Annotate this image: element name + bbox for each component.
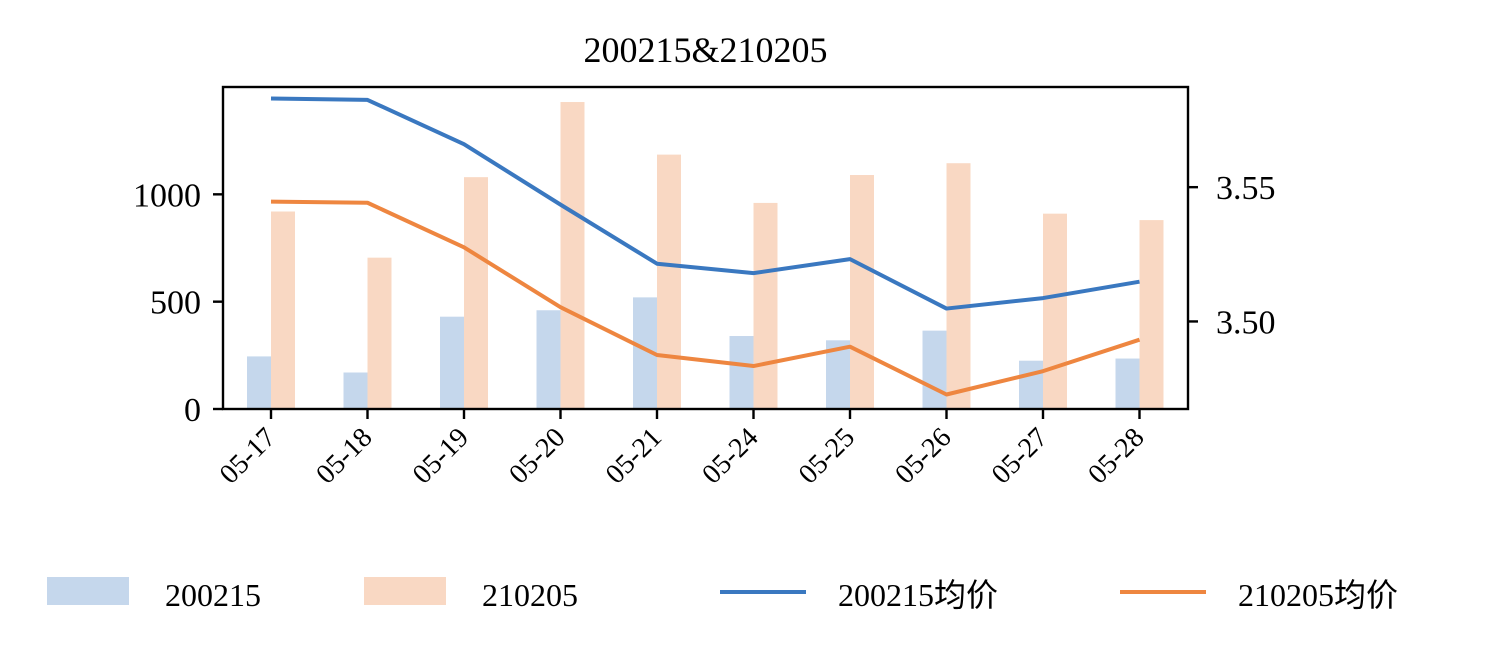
plot-frame	[221, 85, 1190, 411]
x-tick-label: 05-27	[986, 422, 1054, 490]
legend-label: 200215	[165, 577, 261, 613]
bar-200215-05-24	[729, 336, 754, 409]
legend-label: 210205均价	[1238, 577, 1398, 613]
x-tick-label: 05-28	[1082, 422, 1150, 490]
x-tick-label: 05-18	[310, 422, 378, 490]
y-right-tick-label: 3.55	[1216, 170, 1276, 207]
chart-title: 200215&210205	[583, 30, 827, 70]
bar-210205-05-17	[271, 211, 295, 409]
bar-200215-05-17	[247, 356, 271, 409]
y-left-tick-label: 0	[184, 392, 201, 429]
x-tick-label: 05-21	[600, 422, 668, 490]
x-tick-label: 05-19	[407, 422, 475, 490]
bar-200215-05-19	[440, 316, 464, 409]
bar-210205-05-28	[1139, 220, 1164, 409]
lines-layer	[270, 96, 1141, 397]
bar-200215-05-26	[922, 330, 947, 409]
legend-item-0: 200215	[47, 577, 261, 613]
y-left-axis: 0 500 1000	[133, 177, 223, 429]
x-tick-label: 05-20	[503, 422, 571, 490]
legend-label: 200215均价	[838, 577, 998, 613]
legend-item-1: 210205	[364, 577, 578, 613]
x-tick-label: 05-26	[889, 422, 957, 490]
line-series-0	[270, 96, 1140, 311]
bar-210205-05-24	[753, 202, 778, 409]
bar-210205-05-25	[850, 175, 874, 409]
bars-layer	[247, 102, 1164, 409]
legend-label: 210205	[482, 577, 578, 613]
bar-210205-05-20	[560, 102, 585, 409]
legend-swatch	[364, 577, 446, 605]
y-right-tick-label: 3.50	[1216, 304, 1276, 341]
x-tick-label: 05-25	[793, 422, 861, 490]
y-right-axis: 3.50 3.55	[1188, 170, 1276, 341]
y-left-tick-label: 1000	[133, 177, 201, 214]
bar-200215-05-28	[1115, 358, 1140, 409]
bar-200215-05-18	[343, 372, 368, 409]
x-tick-label: 05-24	[696, 422, 764, 490]
bar-210205-05-27	[1043, 213, 1067, 409]
legend-item-2: 200215均价	[720, 577, 998, 613]
bar-200215-05-20	[536, 310, 561, 409]
x-tick-label: 05-17	[214, 422, 282, 490]
legend-item-3: 210205均价	[1120, 577, 1398, 613]
bar-200215-05-27	[1019, 360, 1043, 409]
legend: 200215 210205 200215均价 210205均价	[47, 577, 1398, 613]
bar-210205-05-26	[946, 163, 971, 409]
x-axis: 05-17 05-18 05-19 05-20 05-21 05-24 05-25 05-26…	[214, 409, 1150, 490]
legend-swatch	[47, 577, 129, 605]
bar-210205-05-21	[657, 154, 681, 409]
line-series-1	[270, 199, 1141, 397]
y-left-tick-label: 500	[150, 285, 201, 322]
bar-210205-05-18	[367, 257, 392, 409]
bar-210205-05-19	[464, 177, 488, 409]
